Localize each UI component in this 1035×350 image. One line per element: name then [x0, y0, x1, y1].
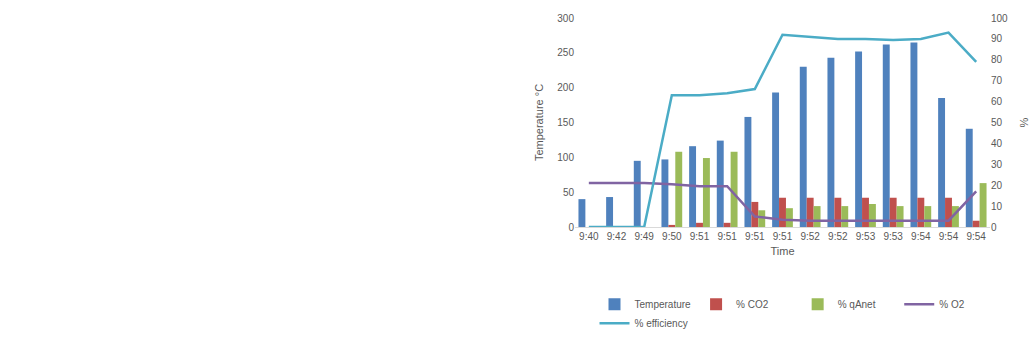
svg-text:90: 90 — [991, 33, 1003, 44]
svg-text:Time: Time — [770, 245, 794, 257]
svg-text:9:42: 9:42 — [607, 231, 627, 242]
svg-text:250: 250 — [557, 47, 574, 58]
svg-text:9:51: 9:51 — [745, 231, 765, 242]
svg-text:% O2: % O2 — [939, 299, 964, 310]
svg-text:0: 0 — [991, 222, 997, 233]
svg-text:9:52: 9:52 — [828, 231, 848, 242]
svg-text:% efficiency: % efficiency — [635, 318, 688, 329]
svg-text:9:49: 9:49 — [634, 231, 654, 242]
svg-text:% qAnet: % qAnet — [838, 299, 876, 310]
svg-text:150: 150 — [557, 117, 574, 128]
svg-text:9:50: 9:50 — [662, 231, 682, 242]
svg-text:70: 70 — [991, 75, 1003, 86]
svg-text:0: 0 — [568, 222, 574, 233]
svg-text:9:54: 9:54 — [939, 231, 959, 242]
svg-text:Temperature °C: Temperature °C — [533, 84, 545, 161]
svg-text:Temperature: Temperature — [635, 299, 692, 310]
svg-text:60: 60 — [991, 96, 1003, 107]
svg-text:9:51: 9:51 — [717, 231, 737, 242]
svg-text:10: 10 — [991, 201, 1003, 212]
svg-text:9:54: 9:54 — [911, 231, 931, 242]
svg-text:40: 40 — [991, 138, 1003, 149]
svg-text:30: 30 — [991, 159, 1003, 170]
svg-text:80: 80 — [991, 54, 1003, 65]
svg-text:9:51: 9:51 — [690, 231, 710, 242]
svg-text:9:53: 9:53 — [856, 231, 876, 242]
svg-text:% CO2: % CO2 — [736, 299, 769, 310]
svg-text:100: 100 — [557, 152, 574, 163]
svg-text:9:51: 9:51 — [773, 231, 793, 242]
svg-text:50: 50 — [991, 117, 1003, 128]
svg-text:50: 50 — [563, 187, 575, 198]
svg-text:9:52: 9:52 — [800, 231, 820, 242]
svg-text:20: 20 — [991, 180, 1003, 191]
svg-text:200: 200 — [557, 82, 574, 93]
svg-text:9:40: 9:40 — [579, 231, 599, 242]
svg-text:100: 100 — [991, 13, 1008, 24]
svg-text:9:54: 9:54 — [966, 231, 986, 242]
svg-text:300: 300 — [557, 13, 574, 24]
svg-text:%: % — [1018, 117, 1030, 127]
svg-text:9:53: 9:53 — [883, 231, 903, 242]
